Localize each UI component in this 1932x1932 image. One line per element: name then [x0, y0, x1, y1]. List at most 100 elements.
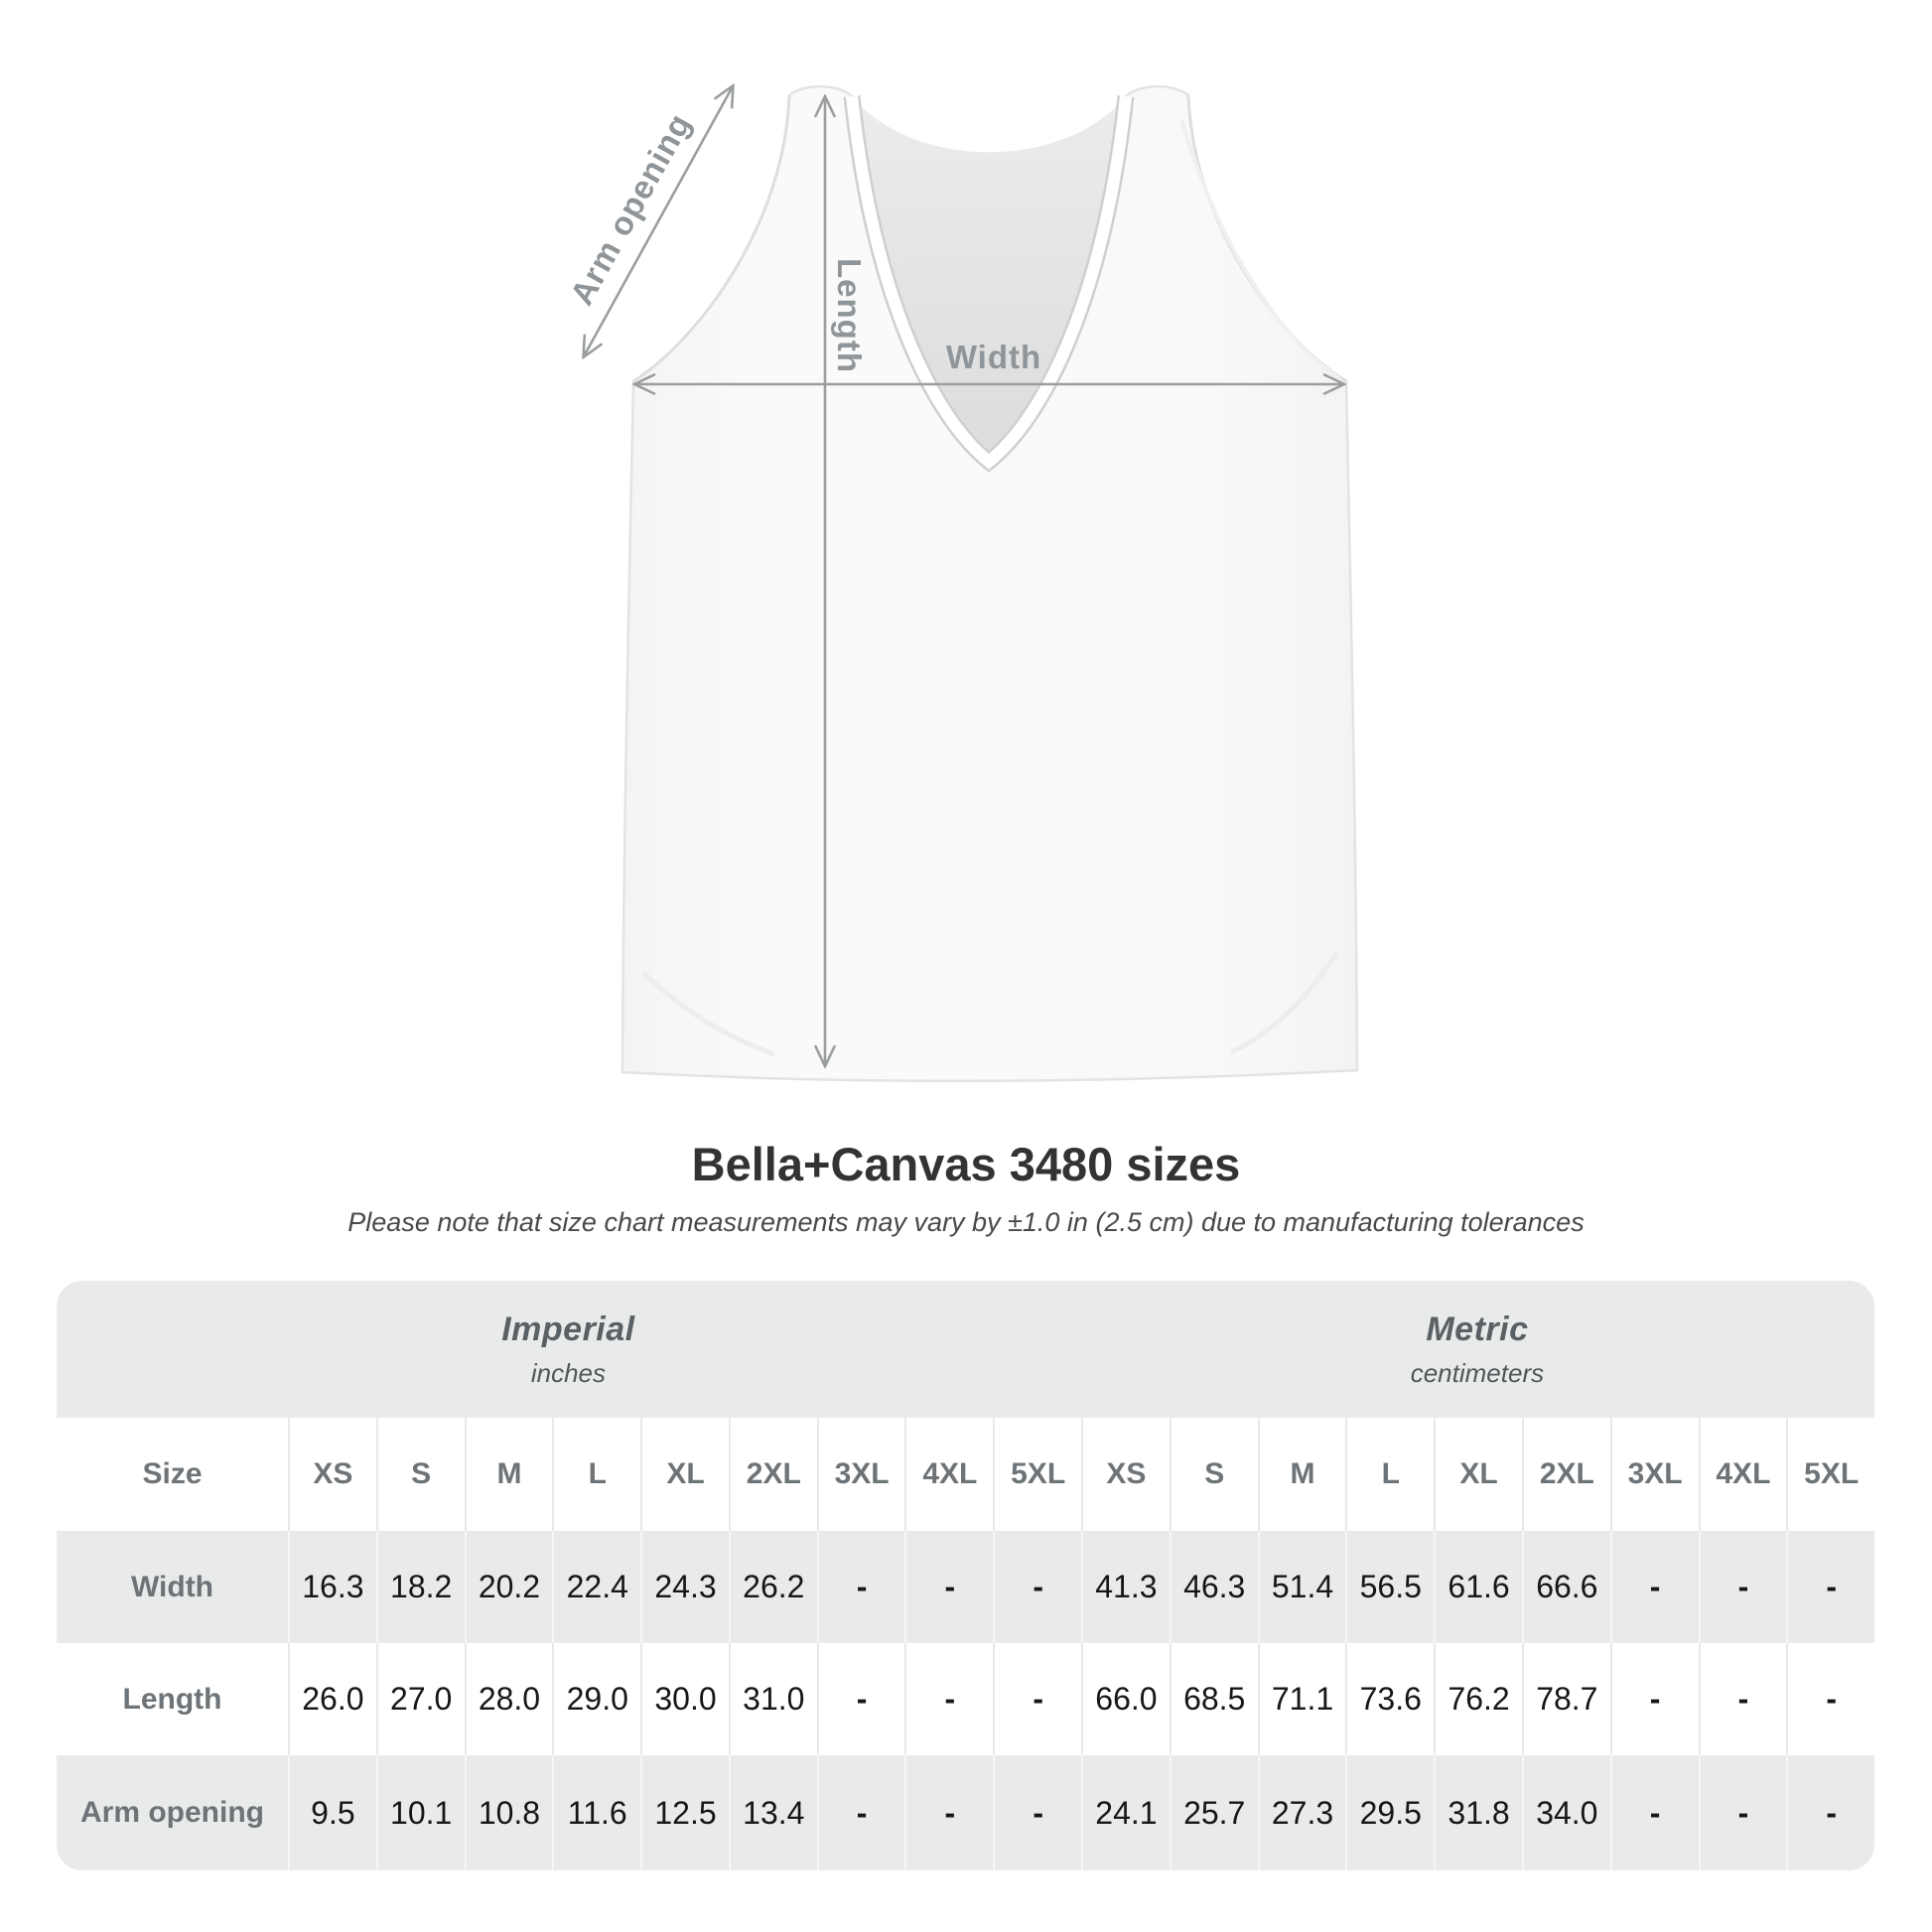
cell-length-imperial-5: 31.0 — [728, 1643, 817, 1755]
cell-arm-opening-metric-5: 34.0 — [1521, 1755, 1610, 1870]
cell-arm-opening-imperial-2: 10.8 — [464, 1755, 553, 1870]
col-header-metric-0: XS — [1081, 1418, 1170, 1531]
length-arrow-label: Length — [831, 258, 868, 373]
cell-width-imperial-1: 18.2 — [375, 1531, 465, 1643]
tank-top-back-panel — [852, 96, 1126, 462]
cell-arm-opening-metric-3: 29.5 — [1345, 1755, 1434, 1870]
cell-width-imperial-0: 16.3 — [288, 1531, 376, 1643]
cell-length-metric-5: 78.7 — [1521, 1643, 1610, 1755]
cell-arm-opening-imperial-6: - — [816, 1755, 905, 1870]
table-row-2: Arm opening 9.5 10.1 10.8 11.6 12.5 13.4- - -24.… — [57, 1755, 1874, 1870]
col-header-metric-2: M — [1257, 1418, 1346, 1531]
cell-length-imperial-6: - — [816, 1643, 905, 1755]
col-header-metric-3: L — [1345, 1418, 1434, 1531]
cell-length-metric-1: 68.5 — [1169, 1643, 1258, 1755]
metric-group-label: Metric — [1426, 1310, 1529, 1348]
cell-length-imperial-3: 29.0 — [552, 1643, 640, 1755]
tank-top-illustration: Width Length Arm opening — [563, 0, 1359, 1083]
arm-opening-arrow-label: Arm opening — [563, 107, 698, 312]
metric-group-unit: centimeters — [1410, 1357, 1545, 1388]
cell-width-metric-4: 61.6 — [1434, 1531, 1522, 1643]
cell-width-imperial-6: - — [816, 1531, 905, 1643]
table-row-0: Width 16.3 18.2 20.2 22.4 24.3 26.2- - -41.3 46.3… — [57, 1531, 1874, 1643]
metric-group-header: Metric centimeters — [1080, 1281, 1874, 1418]
cell-length-imperial-1: 27.0 — [375, 1643, 465, 1755]
col-header-metric-6: 3XL — [1609, 1418, 1699, 1531]
size-table: Imperial inches Metric centimeters Size … — [57, 1281, 1874, 1870]
cell-arm-opening-metric-0: 24.1 — [1081, 1755, 1170, 1870]
size-diagram: Width Length Arm opening — [563, 0, 1359, 1083]
fabric-wrinkle — [1229, 951, 1339, 1055]
col-header-imperial-4: XL — [640, 1418, 729, 1531]
size-table-body: Width 16.3 18.2 20.2 22.4 24.3 26.2- - -41.3 46.3… — [57, 1531, 1874, 1870]
col-header-imperial-1: S — [375, 1418, 465, 1531]
cell-arm-opening-imperial-5: 13.4 — [728, 1755, 817, 1870]
cell-width-metric-3: 56.5 — [1345, 1531, 1434, 1643]
fabric-wrinkle — [1179, 118, 1342, 381]
cell-length-imperial-0: 26.0 — [288, 1643, 376, 1755]
cell-width-metric-8: - — [1786, 1531, 1874, 1643]
cell-width-imperial-4: 24.3 — [640, 1531, 729, 1643]
cell-length-metric-8: - — [1786, 1643, 1874, 1755]
col-header-imperial-7: 4XL — [904, 1418, 993, 1531]
cell-width-metric-0: 41.3 — [1081, 1531, 1170, 1643]
col-header-imperial-2: M — [464, 1418, 553, 1531]
cell-width-metric-7: - — [1698, 1531, 1787, 1643]
cell-length-metric-2: 71.1 — [1257, 1643, 1346, 1755]
cell-length-metric-3: 73.6 — [1345, 1643, 1434, 1755]
imperial-group-unit: inches — [530, 1357, 606, 1388]
col-header-imperial-8: 5XL — [993, 1418, 1081, 1531]
col-header-metric-5: 2XL — [1521, 1418, 1610, 1531]
tolerance-note: Please note that size chart measurements… — [347, 1207, 1585, 1237]
imperial-group-label: Imperial — [501, 1310, 635, 1348]
cell-arm-opening-metric-7: - — [1698, 1755, 1787, 1870]
cell-arm-opening-imperial-0: 9.5 — [288, 1755, 376, 1870]
cell-arm-opening-imperial-4: 12.5 — [640, 1755, 729, 1870]
col-header-imperial-0: XS — [288, 1418, 376, 1531]
cell-width-metric-1: 46.3 — [1169, 1531, 1258, 1643]
col-header-metric-8: 5XL — [1786, 1418, 1874, 1531]
cell-arm-opening-metric-1: 25.7 — [1169, 1755, 1258, 1870]
cell-arm-opening-imperial-3: 11.6 — [552, 1755, 640, 1870]
cell-length-imperial-8: - — [993, 1643, 1081, 1755]
col-header-imperial-6: 3XL — [816, 1418, 905, 1531]
unit-group-band: Imperial inches Metric centimeters — [57, 1281, 1874, 1418]
cell-width-imperial-2: 20.2 — [464, 1531, 553, 1643]
cell-arm-opening-metric-4: 31.8 — [1434, 1755, 1522, 1870]
cell-length-metric-0: 66.0 — [1081, 1643, 1170, 1755]
arm-opening-arrow — [584, 86, 733, 356]
col-header-metric-7: 4XL — [1698, 1418, 1787, 1531]
row-label-0: Width — [130, 1570, 214, 1603]
row-label-1: Length — [122, 1682, 222, 1716]
size-header-row: Size XS S M L XL 2XL 3XL 4XL 5XL XS S M L XL 2XL 3XL 4XL… — [57, 1418, 1874, 1531]
cell-length-imperial-7: - — [904, 1643, 993, 1755]
row-label-2: Arm opening — [80, 1796, 264, 1829]
cell-length-metric-4: 76.2 — [1434, 1643, 1522, 1755]
col-header-imperial-5: 2XL — [728, 1418, 817, 1531]
cell-length-metric-7: - — [1698, 1643, 1787, 1755]
cell-width-imperial-7: - — [904, 1531, 993, 1643]
cell-width-metric-5: 66.6 — [1521, 1531, 1610, 1643]
cell-length-imperial-4: 30.0 — [640, 1643, 729, 1755]
neckline-binding — [846, 95, 1132, 470]
page-title: Bella+Canvas 3480 sizes — [691, 1138, 1241, 1190]
col-header-metric-4: XL — [1434, 1418, 1522, 1531]
imperial-group-header: Imperial inches — [57, 1281, 1080, 1418]
width-arrow-label: Width — [946, 339, 1041, 375]
cell-arm-opening-metric-6: - — [1609, 1755, 1699, 1870]
col-header-metric-1: S — [1169, 1418, 1258, 1531]
size-column-header: Size — [142, 1457, 203, 1490]
table-row-1: Length 26.0 27.0 28.0 29.0 30.0 31.0- - -66.0 68.… — [57, 1643, 1874, 1755]
fabric-wrinkle — [641, 971, 775, 1057]
cell-arm-opening-imperial-8: - — [993, 1755, 1081, 1870]
cell-arm-opening-metric-8: - — [1786, 1755, 1874, 1870]
cell-width-metric-6: - — [1609, 1531, 1699, 1643]
col-header-imperial-3: L — [552, 1418, 640, 1531]
cell-arm-opening-imperial-1: 10.1 — [375, 1755, 465, 1870]
cell-width-metric-2: 51.4 — [1257, 1531, 1346, 1643]
cell-width-imperial-8: - — [993, 1531, 1081, 1643]
cell-arm-opening-imperial-7: - — [904, 1755, 993, 1870]
cell-arm-opening-metric-2: 27.3 — [1257, 1755, 1346, 1870]
cell-length-imperial-2: 28.0 — [464, 1643, 553, 1755]
